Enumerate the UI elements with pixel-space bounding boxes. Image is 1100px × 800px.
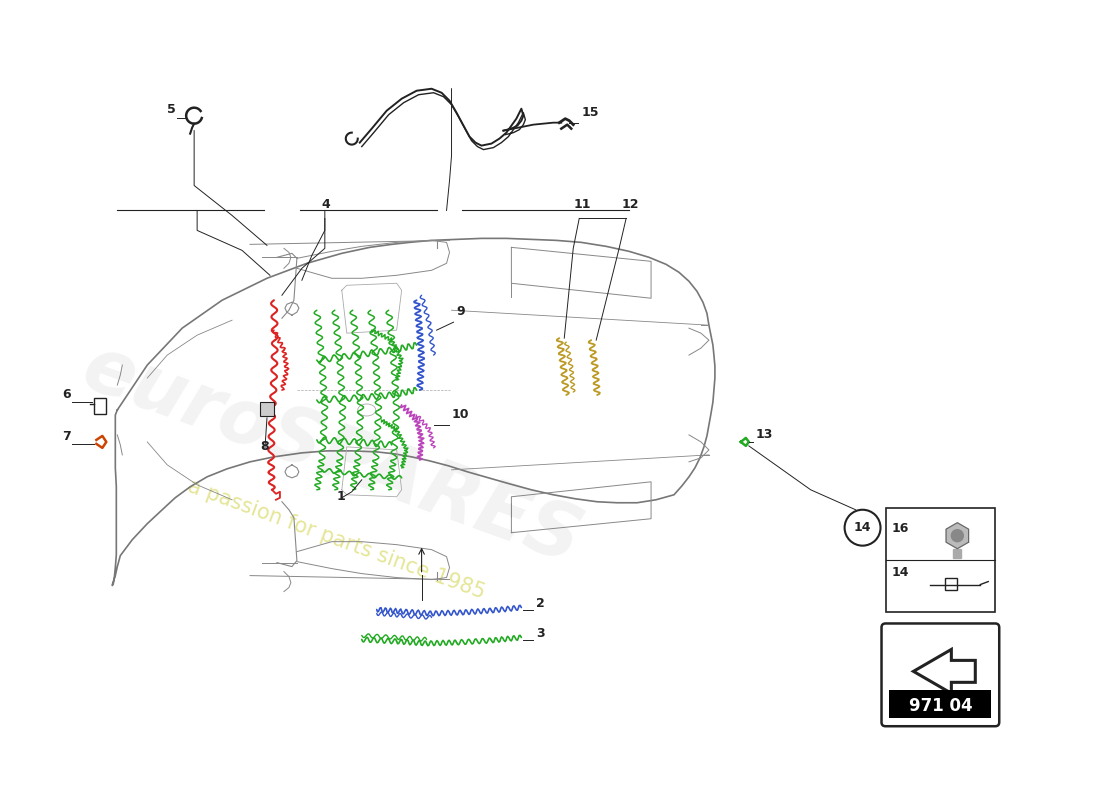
Text: 10: 10 bbox=[451, 408, 469, 421]
Text: 11: 11 bbox=[573, 198, 591, 211]
Text: euroSPARES: euroSPARES bbox=[73, 330, 592, 579]
Polygon shape bbox=[946, 522, 969, 549]
Text: 9: 9 bbox=[456, 306, 465, 318]
Text: 14: 14 bbox=[891, 566, 909, 578]
Text: 8: 8 bbox=[260, 440, 268, 453]
Text: 6: 6 bbox=[63, 388, 72, 401]
Text: 4: 4 bbox=[322, 198, 331, 211]
Bar bbox=[95, 398, 107, 414]
Text: 13: 13 bbox=[756, 428, 773, 441]
Circle shape bbox=[952, 530, 964, 542]
Text: 7: 7 bbox=[63, 430, 72, 443]
Bar bbox=[886, 508, 996, 613]
Text: 12: 12 bbox=[621, 198, 639, 211]
Text: 2: 2 bbox=[537, 597, 546, 610]
Text: 971 04: 971 04 bbox=[909, 698, 972, 715]
Bar bbox=[945, 578, 957, 590]
FancyBboxPatch shape bbox=[881, 623, 999, 726]
Text: 16: 16 bbox=[891, 522, 909, 534]
Text: 15: 15 bbox=[581, 106, 598, 118]
Bar bbox=[954, 549, 961, 558]
Bar bbox=[890, 690, 991, 718]
Text: 14: 14 bbox=[854, 521, 871, 534]
Text: a passion for parts since 1985: a passion for parts since 1985 bbox=[186, 477, 488, 603]
Text: 3: 3 bbox=[537, 627, 544, 641]
Polygon shape bbox=[913, 650, 976, 694]
Text: 5: 5 bbox=[167, 102, 176, 116]
Text: 1: 1 bbox=[337, 490, 345, 502]
Bar bbox=[260, 402, 274, 416]
